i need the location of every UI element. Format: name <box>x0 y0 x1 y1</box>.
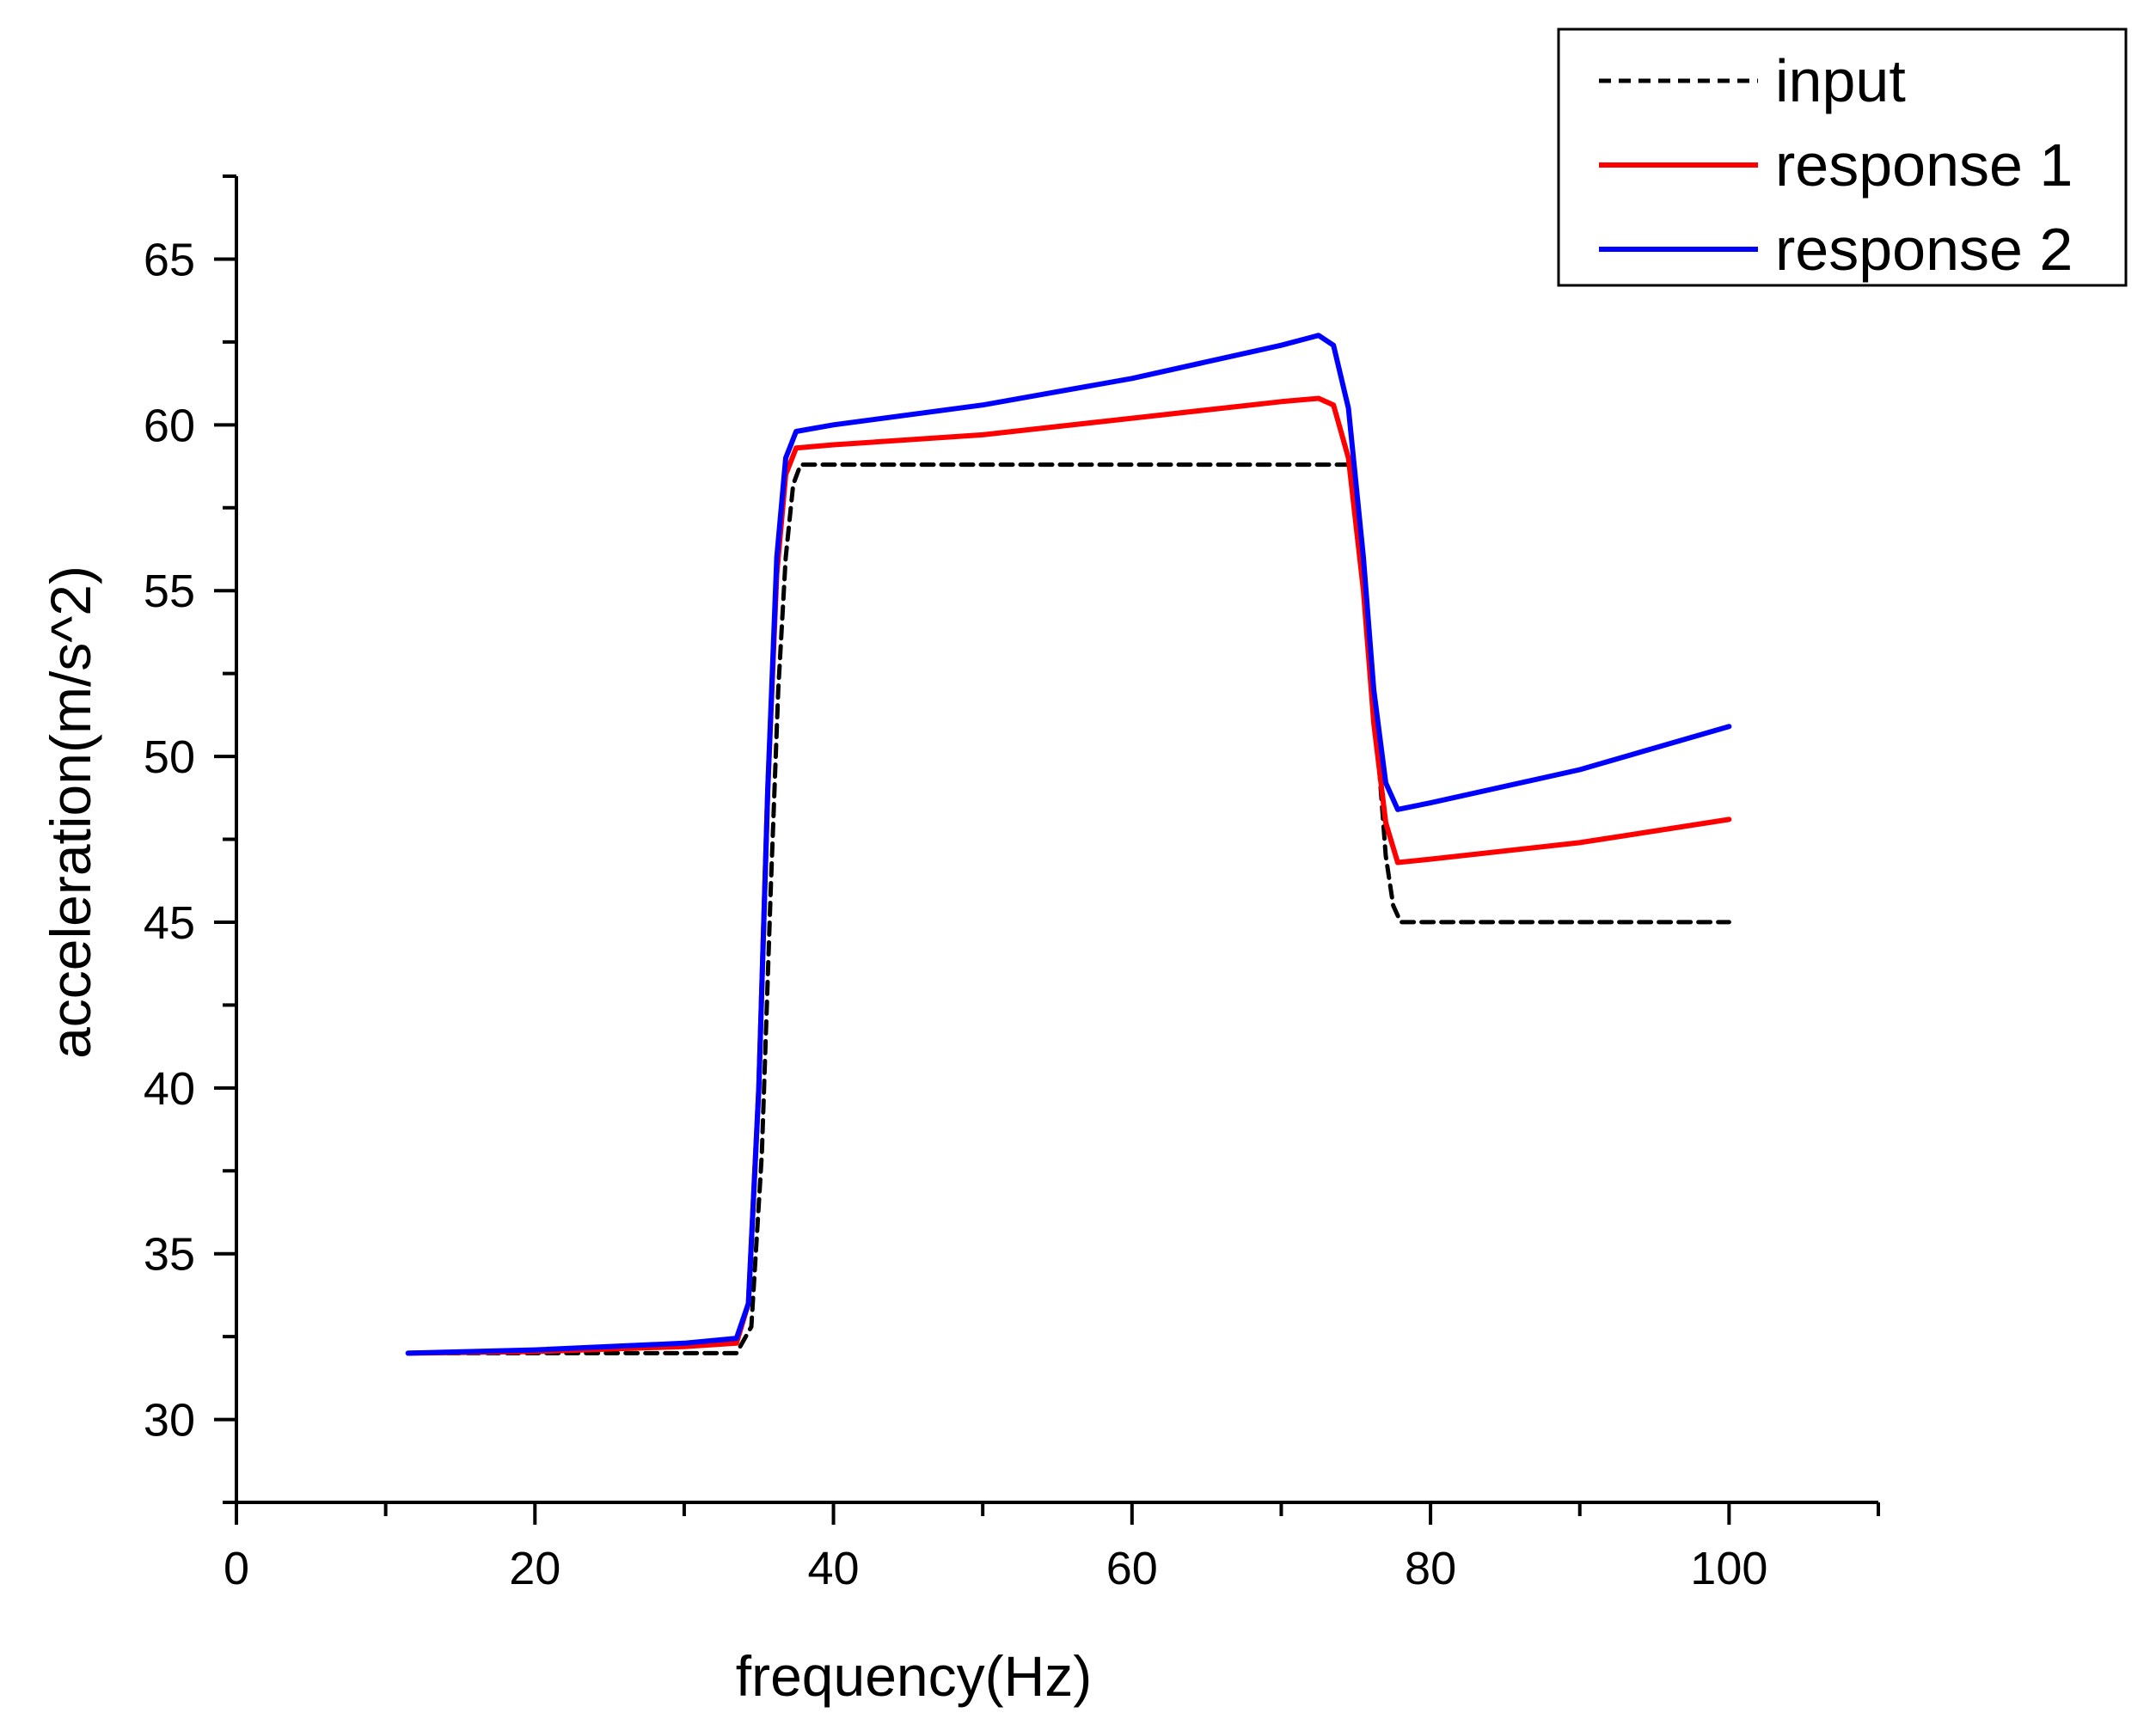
series-line-input <box>406 462 1731 1355</box>
x-tick-label: 60 <box>1106 1543 1158 1594</box>
y-tick-label: 60 <box>144 400 195 451</box>
x-tick-label: 20 <box>509 1543 560 1594</box>
x-axis-label: frequency(Hz) <box>736 1644 1092 1708</box>
x-tick-label: 80 <box>1405 1543 1456 1594</box>
y-tick-label: 50 <box>144 731 195 783</box>
series-line-response-1 <box>405 395 1732 1356</box>
x-tick-label: 100 <box>1690 1543 1767 1594</box>
legend-label-input: input <box>1775 47 1906 114</box>
x-tick-label: 0 <box>224 1543 249 1594</box>
legend-label-response-2: response 2 <box>1775 216 2073 283</box>
y-axis-label: acceleration(m/s^2) <box>39 566 102 1059</box>
series-layer <box>405 333 1732 1356</box>
y-tick-label: 65 <box>144 234 195 285</box>
legend: input response 1 response 2 <box>1557 28 2128 287</box>
y-tick-label: 40 <box>144 1063 195 1115</box>
x-tick-label: 40 <box>808 1543 860 1594</box>
y-tick-label: 30 <box>144 1395 195 1447</box>
y-tick-label: 35 <box>144 1229 195 1281</box>
series-line-response-2 <box>405 333 1732 1356</box>
legend-box <box>1557 28 2128 287</box>
y-tick-label: 55 <box>144 566 195 617</box>
y-tick-label: 45 <box>144 897 195 949</box>
axes: 0 20 40 60 80 100 30 35 40 45 50 55 60 65 <box>144 174 1880 1594</box>
legend-label-response-1: response 1 <box>1775 132 2073 199</box>
